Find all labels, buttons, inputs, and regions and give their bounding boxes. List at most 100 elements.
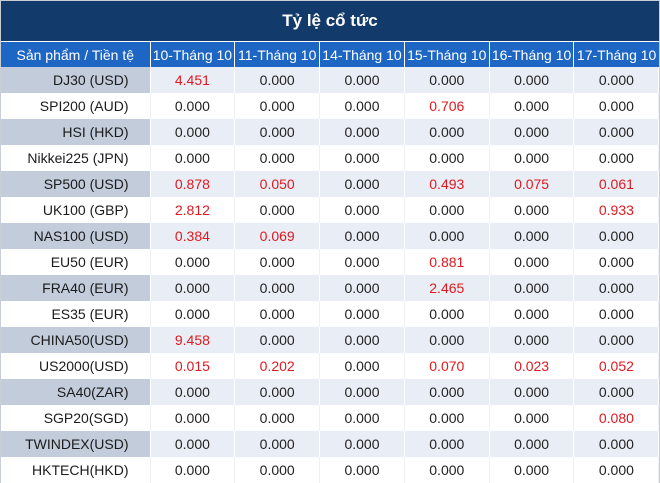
table-row: SA40(ZAR) 0.000 0.000 0.000 0.000 0.000 0.000 [1,379,660,405]
dividend-value-cell: 2.812 [150,197,236,223]
table-row: SP500 (USD) 0.878 0.050 0.000 0.493 0.075 0.06… [1,171,660,197]
dividend-value-cell: 0.000 [234,405,321,431]
dividend-value-cell: 0.050 [234,171,321,197]
product-cell: HSI (HKD) [1,119,151,145]
dividend-value-cell: 0.000 [319,197,405,223]
dividend-value-cell: 0.000 [489,93,575,119]
dividend-value-cell: 4.451 [150,67,236,93]
header-date: 17-Tháng 10 [573,42,659,67]
product-cell: SPI200 (AUD) [1,93,151,119]
dividend-value-cell: 0.000 [573,431,660,457]
dividend-value-cell: 0.000 [234,379,321,405]
dividend-value-cell: 0.000 [319,249,405,275]
dividend-value-cell: 9.458 [150,327,236,353]
dividend-value-cell: 0.000 [234,197,321,223]
dividend-value-cell: 0.000 [319,119,405,145]
header-date: 11-Tháng 10 [234,42,321,67]
dividend-value-cell: 0.000 [319,379,405,405]
dividend-value-cell: 0.000 [404,67,490,93]
dividend-value-cell: 0.000 [319,67,405,93]
dividend-value-cell: 0.000 [150,301,236,327]
dividend-value-cell: 0.000 [319,457,405,483]
product-cell: HKTECH(HKD) [1,457,151,483]
dividend-value-cell: 0.070 [404,353,490,379]
dividend-value-cell: 0.000 [404,301,490,327]
product-cell: EU50 (EUR) [1,249,151,275]
table-row: US2000(USD) 0.015 0.202 0.000 0.070 0.023 0.05… [1,353,660,379]
dividend-value-cell: 0.061 [573,171,660,197]
dividend-value-cell: 0.000 [404,119,490,145]
dividend-value-cell: 2.465 [404,275,490,301]
product-cell: ES35 (EUR) [1,301,151,327]
dividend-value-cell: 0.000 [404,223,490,249]
dividend-value-cell: 0.075 [489,171,575,197]
header-date: 14-Tháng 10 [319,42,405,67]
table-header: Sản phẩm / Tiền tệ 10-Tháng 10 11-Tháng … [1,42,659,67]
dividend-value-cell: 0.878 [150,171,236,197]
dividend-value-cell: 0.000 [489,119,575,145]
table-row: DJ30 (USD) 4.451 0.000 0.000 0.000 0.000 0.000 [1,67,660,93]
dividend-value-cell: 0.000 [404,431,490,457]
dividend-value-cell: 0.000 [319,145,405,171]
dividend-value-cell: 0.000 [234,301,321,327]
dividend-value-cell: 0.000 [573,275,660,301]
table-row: EU50 (EUR) 0.000 0.000 0.000 0.881 0.000 0.000 [1,249,660,275]
dividend-value-cell: 0.000 [404,197,490,223]
dividend-value-cell: 0.000 [404,327,490,353]
table-row: HSI (HKD) 0.000 0.000 0.000 0.000 0.000 0.000 [1,119,660,145]
dividend-value-cell: 0.493 [404,171,490,197]
dividend-value-cell: 0.000 [573,301,660,327]
dividend-value-cell: 0.080 [573,405,660,431]
product-cell: TWINDEX(USD) [1,431,151,457]
dividend-value-cell: 0.052 [573,353,660,379]
dividend-value-cell: 0.000 [573,379,660,405]
table-row: UK100 (GBP) 2.812 0.000 0.000 0.000 0.000 0.93… [1,197,660,223]
product-cell: FRA40 (EUR) [1,275,151,301]
product-cell: Nikkei225 (JPN) [1,145,151,171]
table-row: NAS100 (USD) 0.384 0.069 0.000 0.000 0.000 0.0… [1,223,660,249]
dividend-value-cell: 0.000 [489,223,575,249]
dividend-value-cell: 0.000 [489,379,575,405]
dividend-value-cell: 0.000 [150,145,236,171]
table-row: Nikkei225 (JPN) 0.000 0.000 0.000 0.000 0.000… [1,145,660,171]
table-row: CHINA50(USD) 9.458 0.000 0.000 0.000 0.000 0.0… [1,327,660,353]
header-product: Sản phẩm / Tiền tệ [1,42,151,67]
dividend-table: Sản phẩm / Tiền tệ 10-Tháng 10 11-Tháng … [1,42,660,483]
header-date: 15-Tháng 10 [404,42,490,67]
dividend-value-cell: 0.000 [489,431,575,457]
dividend-value-cell: 0.000 [150,93,236,119]
table-row: SGP20(SGD) 0.000 0.000 0.000 0.000 0.000 0.080 [1,405,660,431]
dividend-value-cell: 0.000 [489,275,575,301]
table-row: SPI200 (AUD) 0.000 0.000 0.000 0.706 0.000 0.0… [1,93,660,119]
table-body: DJ30 (USD) 4.451 0.000 0.000 0.000 0.000 0.000… [1,67,660,483]
dividend-value-cell: 0.000 [234,67,321,93]
dividend-value-cell: 0.706 [404,93,490,119]
dividend-value-cell: 0.000 [573,223,660,249]
product-cell: DJ30 (USD) [1,67,151,93]
dividend-value-cell: 0.000 [234,457,321,483]
product-cell: UK100 (GBP) [1,197,151,223]
dividend-value-cell: 0.000 [573,327,660,353]
dividend-value-cell: 0.000 [150,119,236,145]
dividend-value-cell: 0.881 [404,249,490,275]
dividend-value-cell: 0.000 [319,171,405,197]
dividend-value-cell: 0.000 [573,67,660,93]
header-row: Sản phẩm / Tiền tệ 10-Tháng 10 11-Tháng … [1,42,659,67]
dividend-value-cell: 0.000 [150,405,236,431]
dividend-value-cell: 0.000 [234,119,321,145]
dividend-value-cell: 0.000 [404,379,490,405]
product-cell: SA40(ZAR) [1,379,151,405]
header-date: 16-Tháng 10 [489,42,575,67]
product-cell: US2000(USD) [1,353,151,379]
dividend-value-cell: 0.000 [319,327,405,353]
table-row: ES35 (EUR) 0.000 0.000 0.000 0.000 0.000 0.000 [1,301,660,327]
dividend-value-cell: 0.000 [319,223,405,249]
dividend-value-cell: 0.000 [319,431,405,457]
dividend-value-cell: 0.000 [319,275,405,301]
product-cell: NAS100 (USD) [1,223,151,249]
table-row: TWINDEX(USD) 0.000 0.000 0.000 0.000 0.000 0.0… [1,431,660,457]
dividend-value-cell: 0.000 [489,67,575,93]
dividend-value-cell: 0.000 [489,249,575,275]
dividend-value-cell: 0.000 [319,405,405,431]
